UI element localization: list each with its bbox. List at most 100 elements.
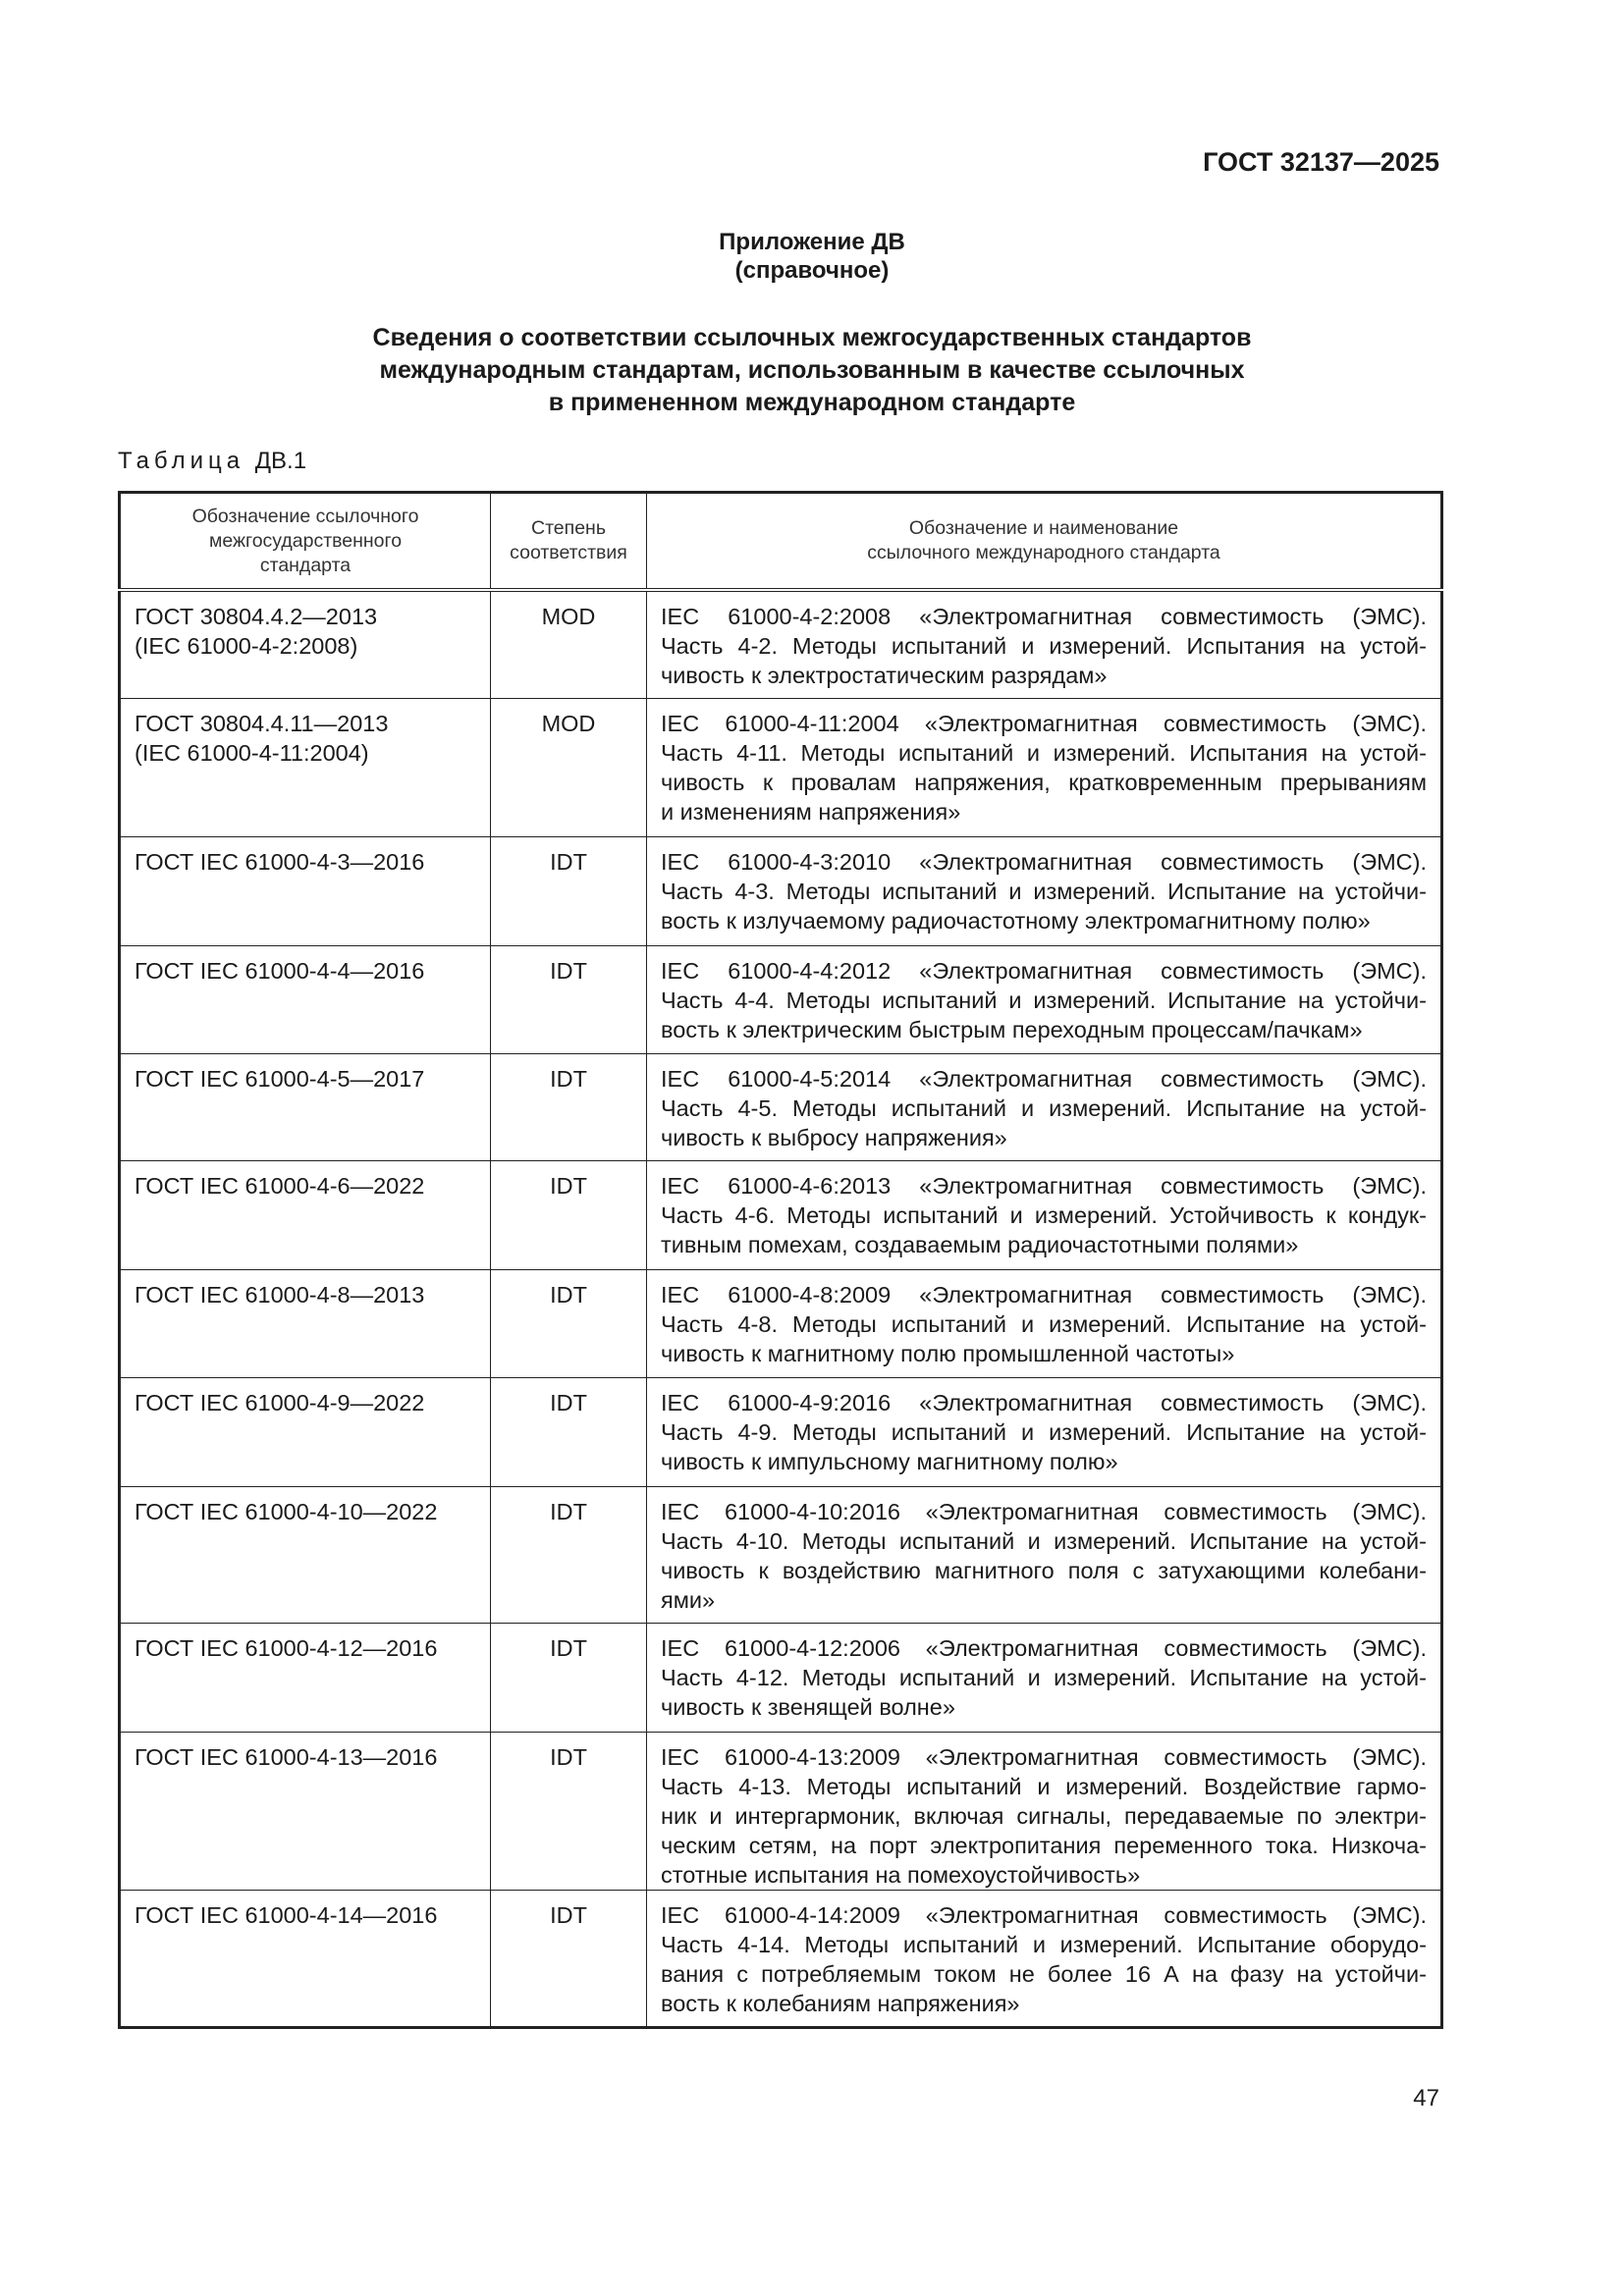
degree-of-correspondence: MOD [490,589,647,699]
international-standard-line: вость к электрическим быстрым переходным… [661,1016,1363,1042]
gost-designation-cell: ГОСТ IEC 61000-4-9—2022 [119,1376,491,1487]
international-standard-line: Часть 4-9. Методы испытаний и измерений.… [661,1418,1427,1445]
table-row: ГОСТ IEC 61000-4-3—2016 IDT IEC 61000-4-3:… [119,835,1442,946]
international-standard-line: Часть 4-13. Методы испытаний и измерений… [661,1773,1427,1799]
international-standard-line: Часть 4-4. Методы испытаний и измерений.… [661,987,1427,1013]
gost-designation: ГОСТ IEC 61000-4-14—2016 [135,1901,438,1928]
degree-of-correspondence: IDT [490,835,647,946]
international-standard-cell: IEC 61000-4-6:2013 «Электромагнитная сов… [646,1159,1442,1270]
table-row: ГОСТ IEC 61000-4-13—2016 IDT IEC 61000-4-1… [119,1731,1442,1891]
title-line: Сведения о соответствии ссылочных межгос… [372,324,1252,351]
international-standard-line: IEC 61000-4-8:2009 «Электромагнитная сов… [661,1281,1427,1308]
international-standard-line: ник и интергармоник, включая сигналы, пе… [661,1802,1427,1829]
international-standard-line: Часть 4-2. Методы испытаний и измерений.… [661,633,1427,659]
international-standard-cell: IEC 61000-4-10:2016 «Электромагнитная со… [646,1485,1442,1624]
international-standard-line: Часть 4-3. Методы испытаний и измерений.… [661,878,1427,904]
international-standard-cell: IEC 61000-4-13:2009 «Электромагнитная со… [646,1731,1442,1891]
gost-designation-cell: ГОСТ IEC 61000-4-4—2016 [119,944,491,1054]
section-title: Сведения о соответствии ссылочных межгос… [0,322,1624,419]
gost-designation: ГОСТ IEC 61000-4-3—2016 [135,848,425,875]
international-standard-line: Часть 4-14. Методы испытаний и измерений… [661,1931,1427,1957]
gost-designation-cell: ГОСТ 30804.4.11—2013 (IEC 61000-4-11:2004… [119,697,491,837]
table-row: ГОСТ IEC 61000-4-12—2016 IDT IEC 61000-4-1… [119,1622,1442,1733]
gost-designation: ГОСТ IEC 61000-4-9—2022 [135,1389,425,1415]
gost-designation-cell: ГОСТ IEC 61000-4-8—2013 [119,1268,491,1378]
table-row: ГОСТ IEC 61000-4-14—2016 IDT IEC 61000-4-1… [119,1889,1442,2028]
international-standard-line: IEC 61000-4-3:2010 «Электромагнитная сов… [661,848,1427,875]
international-standard-cell: IEC 61000-4-12:2006 «Электромагнитная со… [646,1622,1442,1733]
degree-of-correspondence: IDT [490,1622,647,1733]
column-header-line: соответствия [510,542,627,563]
table-caption-word: Таблица [118,448,245,474]
international-standard-line: IEC 61000-4-5:2014 «Электромагнитная сов… [661,1065,1427,1092]
degree-of-correspondence: IDT [490,1268,647,1378]
column-header: Обозначение ссылочного межгосударственног… [119,492,491,591]
table-caption-number: ДВ.1 [254,448,307,474]
international-standard-line: IEC 61000-4-12:2006 «Электромагнитная со… [661,1634,1427,1661]
column-header-line: Обозначение ссылочного [191,505,419,527]
gost-designation: (IEC 61000-4-2:2008) [135,633,358,659]
international-standard-cell: IEC 61000-4-14:2009 «Электромагнитная со… [646,1889,1442,2028]
international-standard-cell: IEC 61000-4-9:2016 «Электромагнитная сов… [646,1376,1442,1487]
document-id: ГОСТ 32137—2025 [1203,147,1439,177]
gost-designation-cell: ГОСТ IEC 61000-4-5—2017 [119,1052,491,1161]
international-standard-line: IEC 61000-4-4:2012 «Электромагнитная сов… [661,957,1427,984]
degree-of-correspondence: IDT [490,1889,647,2028]
gost-designation: (IEC 61000-4-11:2004) [135,739,369,766]
international-standard-line: чивость к звенящей волне» [661,1693,955,1720]
degree-of-correspondence: IDT [490,1159,647,1270]
international-standard-line: Часть 4-12. Методы испытаний и измерений… [661,1664,1427,1690]
gost-designation: ГОСТ IEC 61000-4-8—2013 [135,1281,425,1308]
gost-designation: ГОСТ IEC 61000-4-12—2016 [135,1634,438,1661]
international-standard-line: Часть 4-5. Методы испытаний и измерений.… [661,1095,1427,1121]
international-standard-line: чивость к провалам напряжения, кратковре… [661,769,1427,795]
international-standard-line: Часть 4-6. Методы испытаний и измерений.… [661,1201,1427,1228]
international-standard-cell: IEC 61000-4-11:2004 «Электромагнитная со… [646,697,1442,837]
table-row: ГОСТ 30804.4.2—2013 (IEC 61000-4-2:2008) M… [119,589,1442,699]
standards-table: Обозначение ссылочного межгосударственног… [118,491,1443,2029]
table-row: ГОСТ 30804.4.11—2013 (IEC 61000-4-11:2004… [119,697,1442,837]
international-standard-line: чивость к воздействию магнитного поля с … [661,1557,1427,1583]
gost-designation: ГОСТ 30804.4.2—2013 [135,604,378,629]
gost-designation: ГОСТ IEC 61000-4-13—2016 [135,1743,438,1770]
appendix-subtitle: (справочное) [734,257,890,284]
international-standard-line: IEC 61000-4-10:2016 «Электромагнитная со… [661,1498,1427,1524]
gost-designation-cell: ГОСТ IEC 61000-4-3—2016 [119,835,491,946]
international-standard-line: IEC 61000-4-2:2008 «Электромагнитная сов… [661,604,1427,629]
degree-of-correspondence: IDT [490,1376,647,1487]
table-row: ГОСТ IEC 61000-4-4—2016 IDT IEC 61000-4-4:… [119,944,1442,1054]
international-standard-line: и изменениям напряжения» [661,798,961,825]
gost-designation-cell: ГОСТ IEC 61000-4-14—2016 [119,1889,491,2028]
title-line: в примененном международном стандарте [548,389,1076,416]
gost-designation-cell: ГОСТ IEC 61000-4-10—2022 [119,1485,491,1624]
international-standard-line: Часть 4-10. Методы испытаний и измерений… [661,1527,1427,1554]
gost-designation-cell: ГОСТ IEC 61000-4-12—2016 [119,1622,491,1733]
gost-designation: ГОСТ IEC 61000-4-6—2022 [135,1172,425,1199]
international-standard-line: чивость к выбросу напряжения» [661,1124,1007,1150]
international-standard-line: Часть 4-11. Методы испытаний и измерений… [661,739,1427,766]
gost-designation: ГОСТ IEC 61000-4-5—2017 [135,1065,425,1092]
international-standard-line: IEC 61000-4-9:2016 «Электромагнитная сов… [661,1389,1427,1415]
title-line: международным стандартам, использованным… [379,356,1245,384]
appendix-heading: Приложение ДВ (справочное) [0,228,1624,285]
table-row: ГОСТ IEC 61000-4-10—2022 IDT IEC 61000-4-1… [119,1485,1442,1624]
table-row: ГОСТ IEC 61000-4-6—2022 IDT IEC 61000-4-6:… [119,1159,1442,1270]
gost-designation-cell: ГОСТ 30804.4.2—2013 (IEC 61000-4-2:2008) [119,589,491,699]
international-standard-line: IEC 61000-4-6:2013 «Электромагнитная сов… [661,1172,1427,1199]
page-number: 47 [1413,2085,1439,2111]
international-standard-line: чивость к электростатическим разрядам» [661,663,1108,688]
international-standard-cell: IEC 61000-4-4:2012 «Электромагнитная сов… [646,944,1442,1054]
gost-designation: ГОСТ IEC 61000-4-10—2022 [135,1498,438,1524]
gost-designation: ГОСТ IEC 61000-4-4—2016 [135,957,425,984]
table-row: ГОСТ IEC 61000-4-5—2017 IDT IEC 61000-4-5:… [119,1052,1442,1161]
table-caption: Таблица ДВ.1 [118,448,306,475]
degree-of-correspondence: IDT [490,1052,647,1161]
international-standard-line: вость к колебаниям напряжения» [661,1990,1020,2016]
appendix-title: Приложение ДВ [719,229,905,255]
degree-of-correspondence: MOD [490,697,647,837]
international-standard-cell: IEC 61000-4-5:2014 «Электромагнитная сов… [646,1052,1442,1161]
column-header-line: Обозначение и наименование [908,517,1179,539]
international-standard-line: чивость к магнитному полю промышленной ч… [661,1340,1235,1366]
international-standard-cell: IEC 61000-4-8:2009 «Электромагнитная сов… [646,1268,1442,1378]
international-standard-line: ями» [661,1586,716,1613]
